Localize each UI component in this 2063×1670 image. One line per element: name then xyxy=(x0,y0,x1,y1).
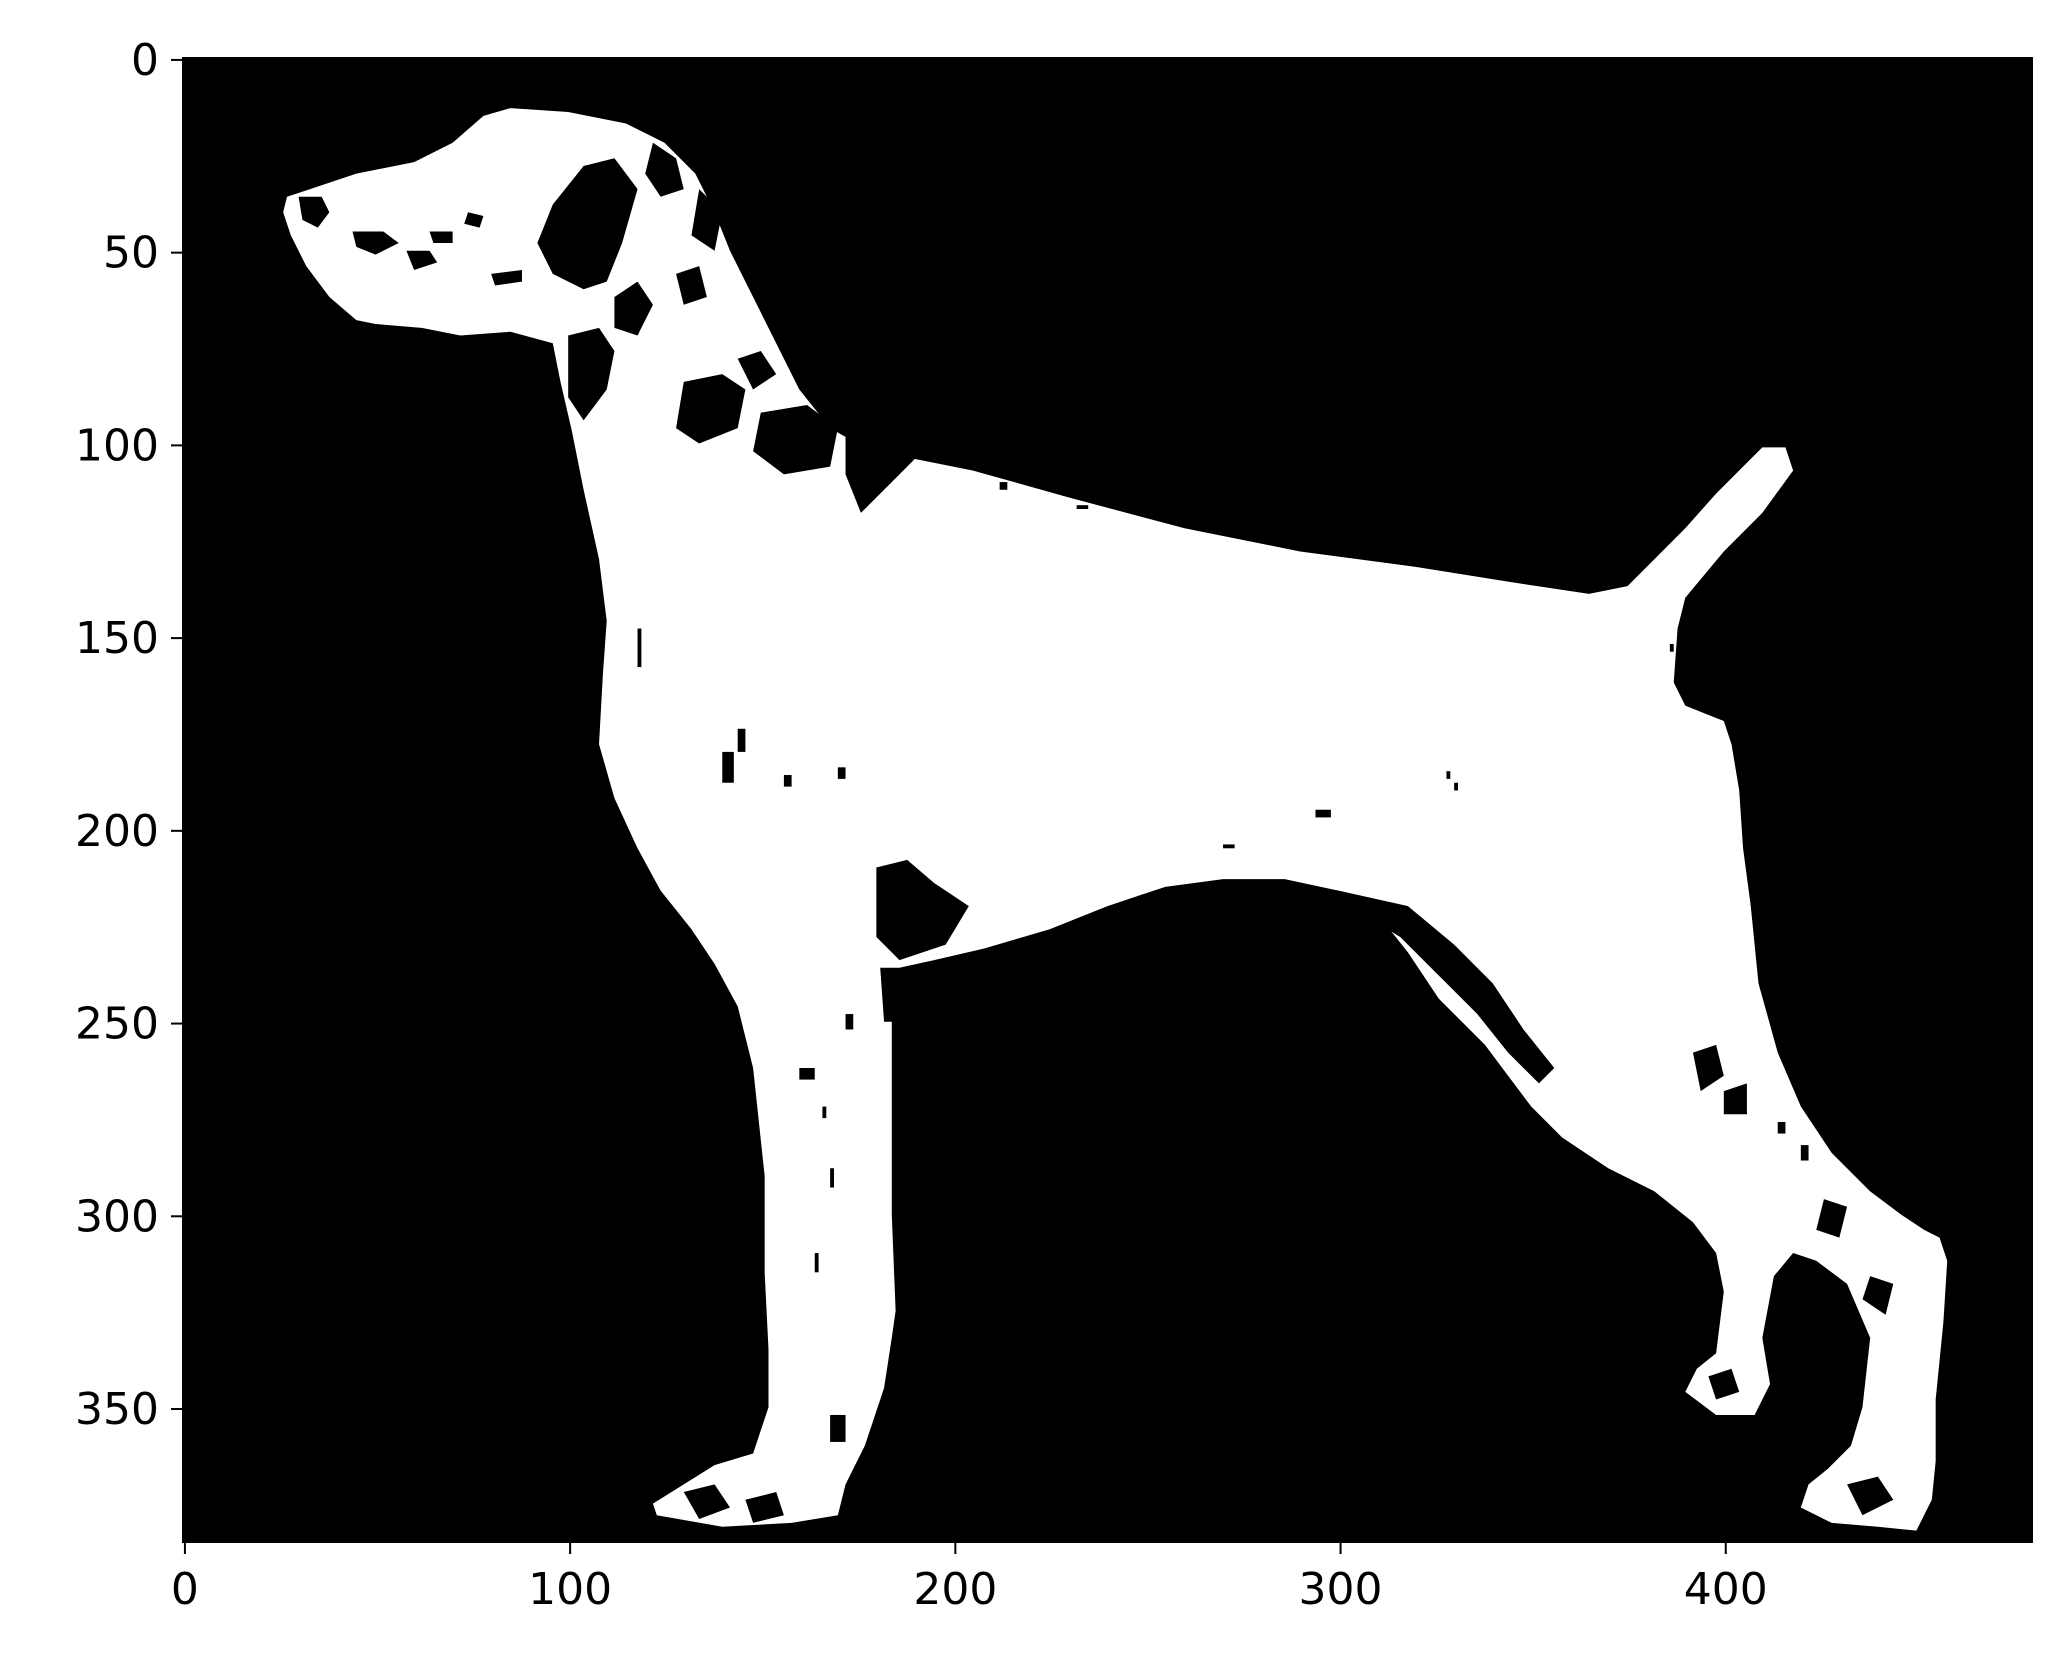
x-tick-label: 200 xyxy=(913,1564,997,1615)
y-tick-label: 100 xyxy=(75,420,159,471)
y-tick-label: 300 xyxy=(75,1191,159,1242)
y-tick-label: 200 xyxy=(75,806,159,857)
y-tick-label: 150 xyxy=(75,613,159,664)
y-tick-label: 350 xyxy=(75,1384,159,1435)
dark-patches xyxy=(298,142,1894,1523)
x-tick-label: 300 xyxy=(1299,1564,1383,1615)
plot-area xyxy=(183,58,2032,1542)
x-axis: 0 100 200 300 400 xyxy=(171,1542,1768,1615)
dog-silhouette xyxy=(283,108,1948,1531)
y-axis: 0 50 100 150 200 250 300 350 xyxy=(75,35,183,1435)
y-tick-label: 250 xyxy=(75,999,159,1050)
x-tick-label: 100 xyxy=(528,1564,612,1615)
axes-frame xyxy=(182,57,2033,1543)
thresholded-dog-image xyxy=(283,108,1948,1531)
y-tick-label: 0 xyxy=(131,35,159,86)
y-tick-label: 50 xyxy=(103,228,159,279)
x-tick-label: 400 xyxy=(1684,1564,1768,1615)
x-tick-label: 0 xyxy=(171,1564,199,1615)
